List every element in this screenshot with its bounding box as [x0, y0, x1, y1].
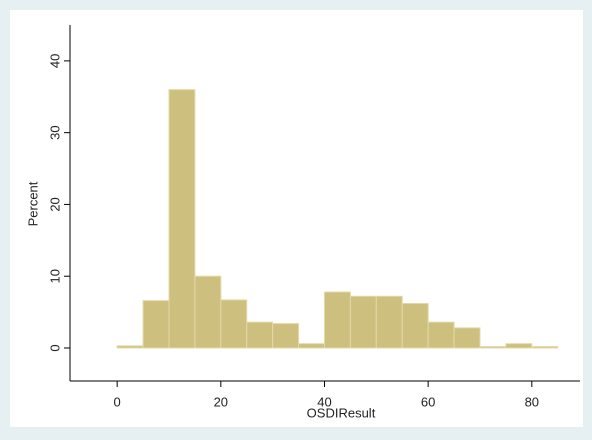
y-tick-label: 20	[47, 197, 62, 211]
bar	[531, 346, 559, 349]
x-tick-label: 40	[317, 394, 331, 409]
y-axis-title: Percent	[25, 181, 40, 226]
bar	[375, 295, 403, 349]
x-tick-label: 60	[421, 394, 435, 409]
bar	[246, 321, 274, 349]
bar	[116, 345, 144, 349]
y-tick-label: 40	[47, 54, 62, 68]
bar	[220, 299, 248, 349]
y-tick-label: 10	[47, 269, 62, 283]
bar	[453, 327, 481, 349]
y-tick-label: 0	[47, 344, 62, 351]
bar	[298, 343, 325, 349]
bar	[349, 295, 377, 349]
bar	[401, 302, 429, 349]
bar	[272, 323, 300, 349]
bar	[427, 321, 455, 349]
x-tick-label: 80	[525, 394, 539, 409]
bar	[168, 89, 196, 349]
bar	[479, 346, 507, 349]
y-tick-label: 30	[47, 125, 62, 139]
bar	[323, 291, 351, 349]
x-axis-title: OSDIResult	[307, 405, 376, 420]
bar	[505, 343, 533, 349]
x-tick-label: 0	[114, 394, 121, 409]
bar	[142, 300, 170, 349]
x-tick-label: 20	[214, 394, 228, 409]
bar	[194, 275, 222, 349]
plot-region	[10, 10, 583, 427]
